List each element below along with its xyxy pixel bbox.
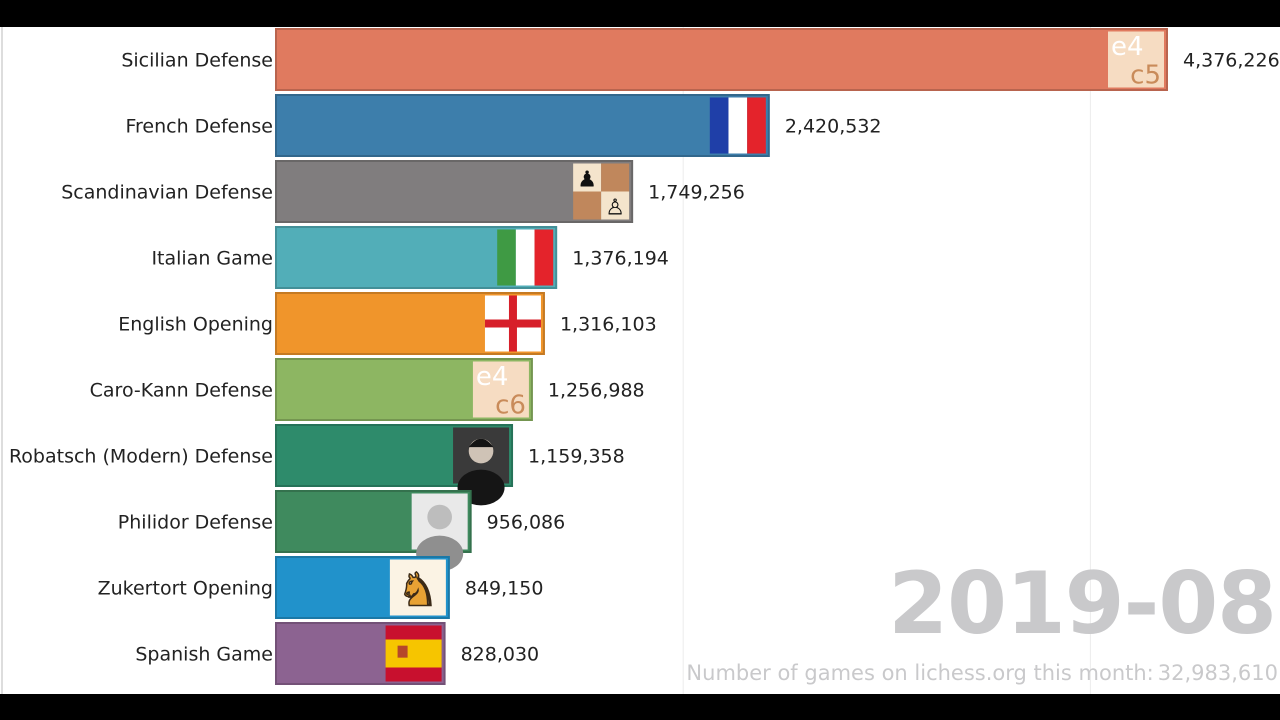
svg-text:c5: c5 <box>1130 61 1161 91</box>
value-label-6: 1,159,358 <box>528 446 625 468</box>
bar-1 <box>275 94 770 157</box>
svg-text:c6: c6 <box>495 391 526 421</box>
category-label-3: Italian Game <box>151 248 273 270</box>
badge-portrait-7 <box>411 493 468 572</box>
badge-flag-france-1 <box>709 97 766 154</box>
chart-canvas: e4 c5 Sicilian Defense 4,376,226 French Defe… <box>0 27 1280 694</box>
badge-flag-spain-9 <box>385 625 442 682</box>
value-label-7: 956,086 <box>487 512 566 534</box>
svg-text:♟: ♟ <box>577 168 597 193</box>
svg-text:♙: ♙ <box>605 196 625 221</box>
category-label-9: Spanish Game <box>135 644 273 666</box>
category-label-2: Scandinavian Defense <box>61 182 273 204</box>
caption-label: Number of games on lichess.org this mont… <box>686 661 1154 685</box>
caption-value: 32,983,610 <box>1157 661 1278 685</box>
svg-text:♞: ♞ <box>397 563 438 617</box>
value-label-2: 1,749,256 <box>648 182 745 204</box>
category-label-6: Robatsch (Modern) Defense <box>9 446 273 468</box>
badge-flag-italy-3 <box>497 229 554 286</box>
category-label-5: Caro-Kann Defense <box>90 380 273 402</box>
badge-chess-squares-2: ♟♙ <box>573 163 630 221</box>
category-label-0: Sicilian Defense <box>121 50 273 72</box>
value-label-4: 1,316,103 <box>560 314 657 336</box>
value-label-3: 1,376,194 <box>572 248 669 270</box>
svg-text:e4: e4 <box>1111 32 1144 62</box>
category-label-7: Philidor Defense <box>118 512 273 534</box>
category-label-1: French Defense <box>125 116 273 138</box>
games-count-caption: Number of games on lichess.org this mont… <box>686 661 1278 685</box>
value-label-8: 849,150 <box>465 578 544 600</box>
value-label-0: 4,376,226 <box>1183 50 1280 72</box>
value-label-1: 2,420,532 <box>785 116 882 138</box>
badge-knight-icon-8: ♞ <box>389 559 446 617</box>
bar-2 <box>275 160 634 223</box>
svg-text:e4: e4 <box>476 362 509 392</box>
bar-0 <box>275 28 1168 91</box>
value-label-5: 1,256,988 <box>548 380 645 402</box>
period-label: 2019-08 <box>888 554 1277 654</box>
category-label-4: English Opening <box>118 314 273 336</box>
category-label-8: Zukertort Opening <box>98 578 273 600</box>
badge-flag-england-4 <box>484 295 541 352</box>
value-label-9: 828,030 <box>461 644 540 666</box>
